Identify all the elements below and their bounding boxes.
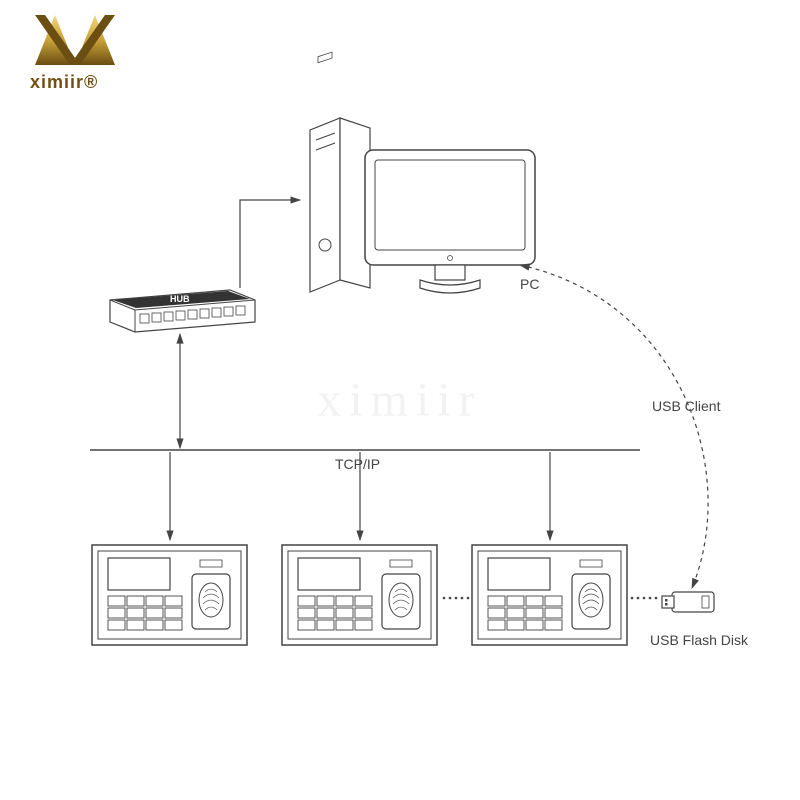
usb-flash-label: USB Flash Disk bbox=[650, 632, 748, 648]
terminal-2 bbox=[282, 545, 437, 645]
pc-label: PC bbox=[520, 276, 539, 292]
pc-node bbox=[310, 52, 535, 293]
usb-client-label: USB Client bbox=[652, 398, 720, 414]
terminal-3 bbox=[472, 545, 627, 645]
ellipsis-2 bbox=[631, 597, 658, 600]
hub-node: HUB bbox=[110, 290, 255, 332]
edge-usb-client bbox=[520, 265, 708, 588]
tcpip-label: TCP/IP bbox=[335, 456, 380, 472]
usb-flash-node bbox=[662, 592, 714, 612]
edge-hub-pc bbox=[240, 200, 300, 288]
hub-label: HUB bbox=[170, 294, 190, 304]
terminal-1 bbox=[92, 545, 247, 645]
ellipsis-1 bbox=[443, 597, 470, 600]
